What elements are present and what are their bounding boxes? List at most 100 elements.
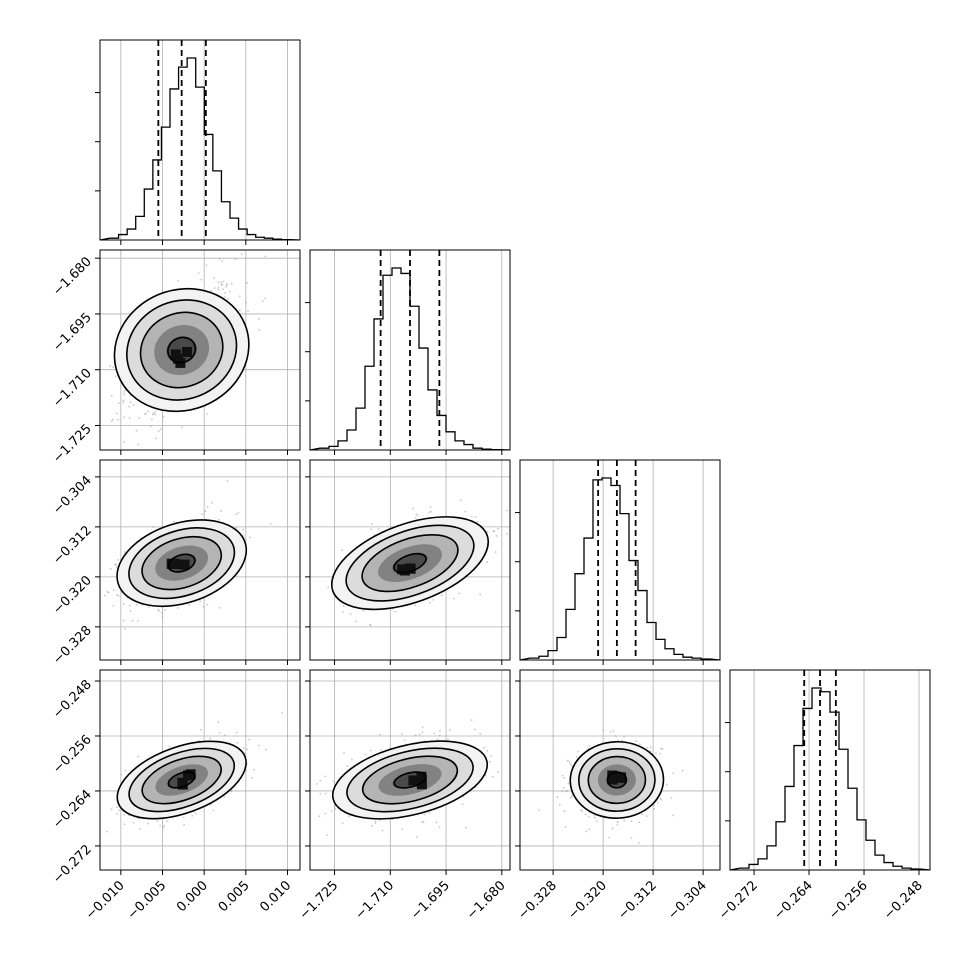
x-tick-label: −0.264 (771, 878, 816, 923)
x-tick-label: −0.248 (881, 878, 926, 923)
sample-point (212, 809, 215, 812)
sample-point (649, 746, 652, 749)
sample-point (248, 738, 251, 741)
panel-3-1: −1.725 −1.710 −1.695 −1.680 (297, 669, 511, 923)
panel-2-1 (305, 459, 511, 665)
contour-line (113, 287, 250, 413)
sample-point (69, 411, 71, 413)
sample-point (195, 812, 198, 815)
sample-point (222, 280, 225, 283)
sample-point (497, 771, 499, 774)
sample-point (435, 821, 438, 824)
sample-point (370, 523, 373, 525)
sample-point (235, 731, 238, 734)
sample-point (115, 412, 118, 415)
sample-point (490, 754, 492, 757)
sample-point (347, 815, 350, 818)
sample-point (470, 719, 473, 722)
sample-point (223, 734, 226, 737)
density-peak (182, 346, 193, 357)
sample-point (615, 735, 617, 737)
y-tick-label: −0.304 (50, 473, 95, 518)
panel-frame (729, 669, 931, 871)
sample-point (154, 410, 156, 413)
contour-line (606, 771, 628, 789)
sample-point (421, 731, 424, 734)
sample-point (177, 279, 180, 282)
sample-point (452, 597, 455, 600)
sample-point (206, 506, 209, 508)
sample-point (364, 753, 366, 756)
sample-point (588, 744, 590, 747)
sample-point (242, 528, 244, 531)
sample-point (562, 786, 565, 789)
sample-point (264, 297, 266, 300)
sample-point (429, 506, 432, 509)
sample-point (137, 755, 140, 758)
sample-point (416, 514, 419, 517)
x-tick-label: −0.320 (565, 878, 610, 923)
sample-point (128, 417, 131, 420)
sample-point (147, 605, 150, 608)
sample-point (489, 760, 492, 763)
density-peak (408, 775, 419, 786)
sample-point (120, 773, 123, 776)
sample-point (197, 272, 200, 275)
sample-point (566, 759, 569, 762)
sample-point (380, 749, 382, 751)
sample-point (459, 499, 462, 502)
sample-point (416, 836, 418, 838)
sample-point (564, 825, 567, 828)
sample-point (235, 513, 238, 516)
sample-point (281, 711, 284, 714)
sample-point (566, 789, 569, 792)
x-tick-label: −0.256 (826, 878, 871, 923)
density-peak (179, 559, 190, 570)
sample-point (132, 403, 135, 406)
sample-point (308, 599, 310, 601)
density-peak (416, 771, 427, 782)
x-tick-label: 0.010 (257, 878, 294, 915)
sample-point (128, 405, 131, 408)
sample-point (342, 605, 345, 607)
sample-point (486, 561, 489, 564)
sample-point (162, 415, 165, 418)
sample-point (497, 527, 500, 530)
sample-point (670, 797, 673, 800)
x-tick-label: −1.710 (353, 878, 398, 923)
x-tick-label: 0.000 (174, 878, 211, 915)
sample-point (136, 619, 139, 622)
sample-point (370, 528, 373, 530)
panel-frame (309, 459, 511, 661)
sample-point (132, 821, 135, 824)
contour-line (128, 527, 236, 600)
sample-point (242, 747, 245, 749)
sample-point (646, 746, 649, 749)
sample-point (116, 806, 118, 809)
sample-point (245, 301, 247, 304)
sample-point (167, 467, 169, 469)
sample-point (225, 284, 228, 286)
sample-point (237, 511, 240, 514)
sample-point (558, 803, 561, 806)
density-layer (103, 480, 272, 630)
x-tick-label: −1.680 (464, 878, 509, 923)
sample-point (492, 530, 495, 533)
sample-point (180, 426, 183, 429)
y-tick-label: −1.710 (50, 366, 95, 411)
y-tick-label: −1.695 (50, 310, 95, 355)
sample-point (665, 783, 668, 786)
sample-point (638, 821, 641, 824)
sample-point (355, 620, 358, 623)
sample-point (486, 530, 489, 533)
y-tick-label: −0.320 (50, 573, 95, 618)
sample-point (249, 536, 251, 539)
y-tick-label: −0.248 (50, 677, 95, 722)
sample-point (217, 721, 220, 723)
sample-point (369, 623, 371, 626)
sample-point (106, 590, 109, 593)
sample-point (173, 520, 175, 523)
sample-point (135, 429, 138, 432)
sample-point (577, 750, 580, 753)
